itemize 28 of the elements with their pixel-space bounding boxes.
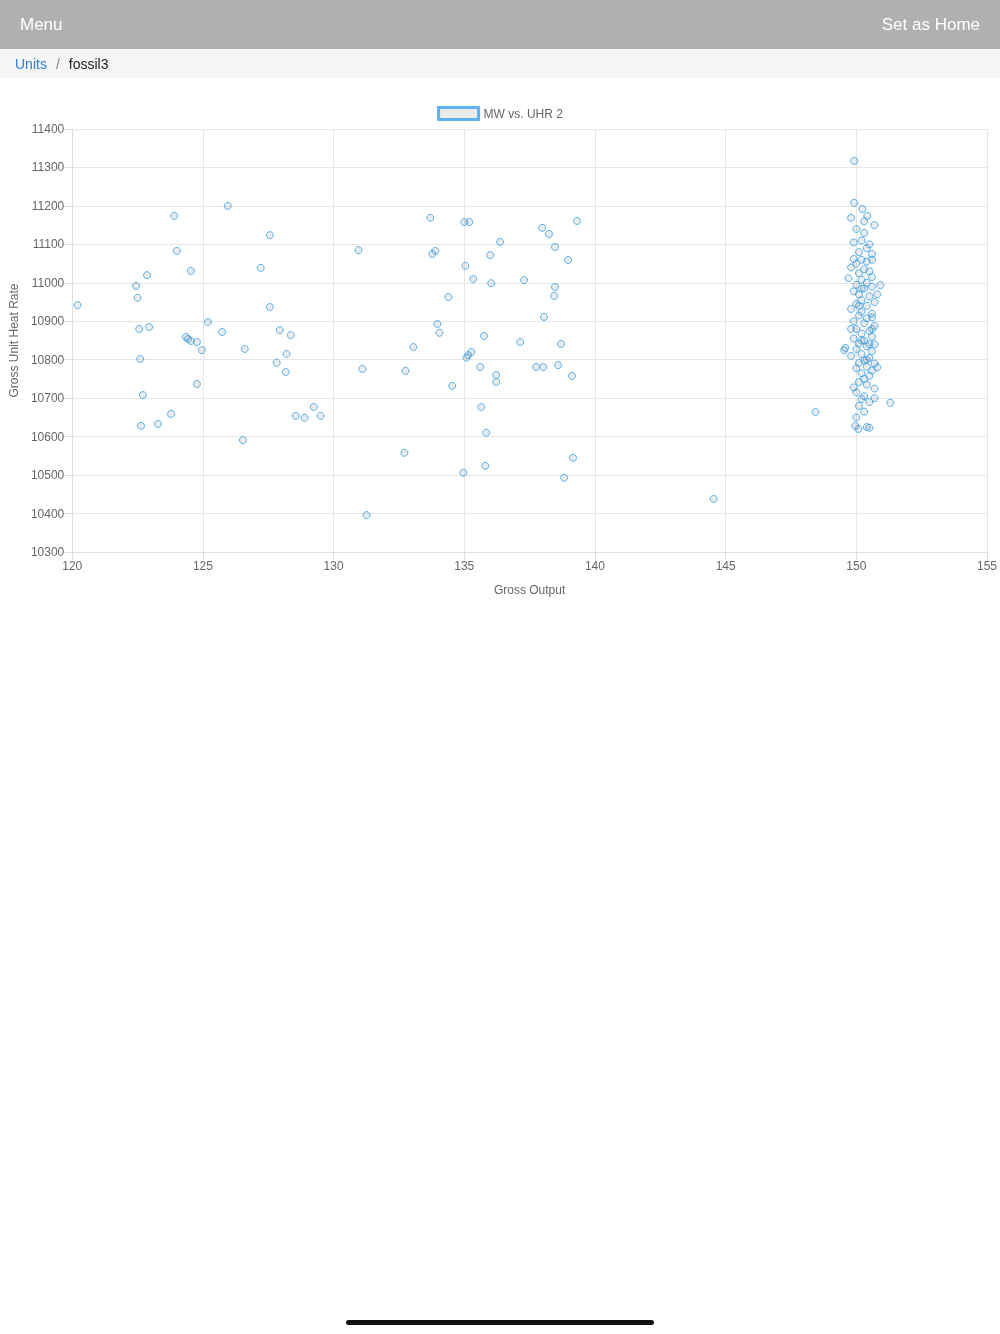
x-tick-label: 155: [976, 559, 998, 573]
x-tick-label: 145: [715, 559, 736, 573]
x-tick-label: 150: [846, 559, 867, 573]
x-tick-label: 135: [454, 559, 475, 573]
y-tick-label: 11000: [31, 275, 65, 290]
text: Set as Home: [881, 14, 980, 35]
text: Units: [15, 55, 47, 72]
y-tick-label: 10900: [30, 314, 65, 329]
y-tick-label: 10300: [30, 545, 65, 559]
x-tick-label: 120: [62, 559, 83, 573]
x-axis-title: Gross Output: [493, 583, 566, 597]
y-tick-label: 10800: [30, 352, 65, 367]
x-tick-label: 130: [323, 559, 344, 573]
text: fossil3: [68, 55, 109, 72]
y-tick-label: 10700: [30, 391, 65, 406]
legend-label: MW vs. UHR 2: [483, 106, 564, 121]
text: /: [55, 55, 60, 72]
y-tick-label: 10500: [30, 468, 65, 483]
y-axis-title: Gross Unit Heat Rate: [7, 283, 21, 398]
y-tick-label: 11400: [31, 122, 65, 136]
y-tick-label: 11300: [31, 160, 65, 175]
y-tick-label: 11200: [31, 198, 65, 213]
y-tick-label: 10400: [30, 506, 65, 521]
y-tick-label: 11100: [32, 237, 65, 252]
x-tick-label: 125: [192, 559, 214, 573]
text: Menu: [20, 14, 63, 35]
y-tick-label: 10600: [30, 429, 65, 444]
x-tick-label: 140: [584, 559, 606, 573]
